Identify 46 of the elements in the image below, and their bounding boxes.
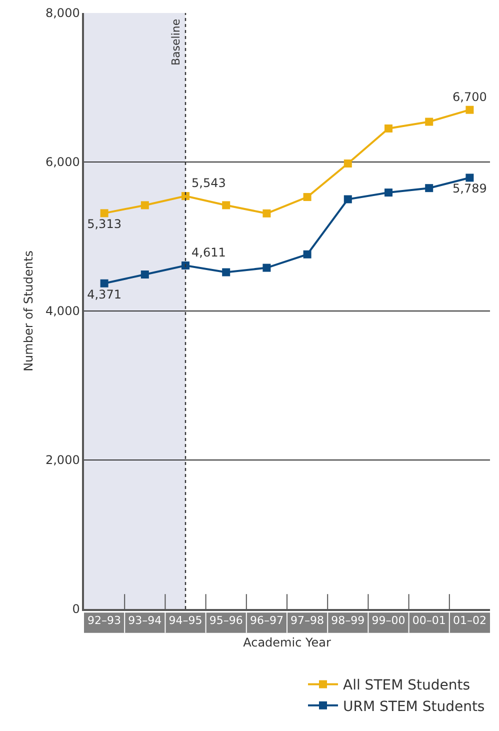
x-tick-label: 00–01 [412,614,446,627]
point [425,184,434,192]
point [344,195,352,204]
x-tick-label: 98–99 [331,614,365,627]
point [303,250,312,258]
y-tick-label: 2,000 [45,453,80,468]
point [466,174,474,182]
x-tick-label: 92–93 [88,614,122,627]
point [182,261,190,270]
x-tick-label: 93–94 [128,614,162,627]
x-tick-label: 99–00 [372,614,406,627]
data-label: 5,313 [87,217,122,232]
point [344,159,352,168]
x-tick-label: 01–02 [452,614,486,627]
x-tick-label: 96–97 [250,614,284,627]
ref-line-label: Baseline [170,18,182,66]
x-tick-label: 95–96 [209,614,243,627]
point [182,192,190,200]
legend-label: All STEM Students [343,678,470,694]
point [100,209,108,218]
legend-label: URM STEM Students [343,698,485,715]
y-tick-label: 8,000 [45,6,80,20]
y-tick-label: 6,000 [45,155,80,170]
point [140,201,149,210]
point [262,209,271,218]
data-label: 5,789 [452,182,487,196]
point [262,264,271,272]
x-tick-label: 97–98 [290,614,324,627]
point [303,193,312,202]
point [384,188,392,197]
y-axis-title: Number of Students [21,250,36,372]
data-label: 4,371 [87,287,122,302]
point [425,118,434,126]
point [222,268,230,276]
data-label: 6,700 [452,90,487,104]
point [222,201,230,210]
point [140,270,149,278]
point [384,124,392,132]
y-tick-label: 4,000 [45,304,80,318]
data-label: 5,543 [192,176,226,190]
y-tick-label: 0 [72,602,80,616]
point [100,279,108,288]
x-axis-title: Academic Year [243,635,331,650]
data-label: 4,611 [192,245,226,260]
x-tick-label: 94–95 [168,614,202,627]
point [466,106,474,114]
